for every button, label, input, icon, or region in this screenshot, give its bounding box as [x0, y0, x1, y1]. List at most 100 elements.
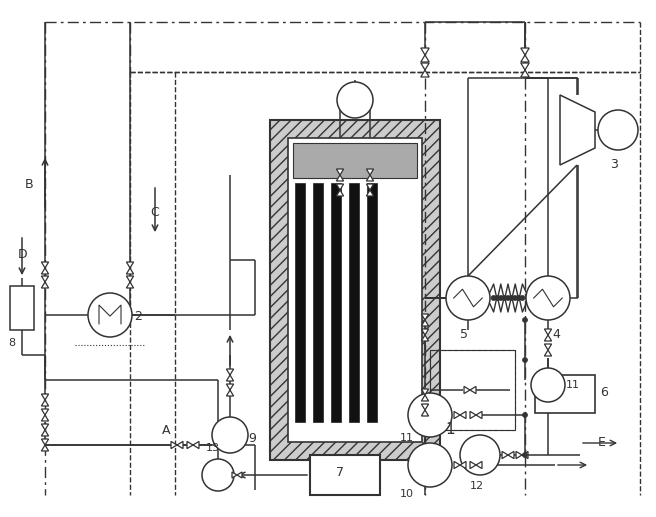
Polygon shape — [420, 48, 429, 55]
Polygon shape — [127, 282, 134, 288]
Polygon shape — [420, 70, 429, 77]
Circle shape — [495, 296, 500, 300]
Polygon shape — [421, 335, 428, 341]
Polygon shape — [41, 430, 49, 436]
Polygon shape — [421, 314, 428, 320]
Bar — [535, 375, 595, 413]
Polygon shape — [420, 63, 429, 70]
Circle shape — [212, 417, 248, 453]
Polygon shape — [544, 329, 552, 335]
Circle shape — [491, 296, 496, 300]
Text: 2: 2 — [134, 311, 142, 324]
Polygon shape — [237, 472, 242, 478]
Bar — [430, 350, 515, 430]
Polygon shape — [521, 55, 529, 62]
Circle shape — [509, 296, 514, 300]
Circle shape — [522, 413, 527, 418]
Circle shape — [202, 459, 234, 491]
Bar — [430, 350, 515, 430]
Polygon shape — [421, 329, 428, 335]
Polygon shape — [127, 262, 134, 268]
Polygon shape — [171, 442, 177, 449]
Bar — [10, 286, 34, 330]
Circle shape — [531, 368, 565, 402]
Polygon shape — [337, 184, 344, 190]
Circle shape — [408, 443, 452, 487]
Polygon shape — [476, 461, 482, 468]
Polygon shape — [460, 461, 466, 468]
Polygon shape — [421, 389, 428, 395]
Text: 1: 1 — [445, 422, 455, 437]
Bar — [349, 183, 359, 422]
Polygon shape — [337, 169, 344, 175]
Circle shape — [88, 293, 132, 337]
Polygon shape — [521, 63, 529, 70]
Polygon shape — [521, 70, 529, 77]
Polygon shape — [41, 445, 49, 451]
Polygon shape — [193, 442, 199, 449]
Polygon shape — [367, 169, 374, 175]
Polygon shape — [420, 55, 429, 62]
Polygon shape — [226, 390, 234, 396]
Bar — [367, 183, 377, 422]
Polygon shape — [127, 276, 134, 282]
Polygon shape — [41, 400, 49, 406]
Polygon shape — [516, 451, 522, 459]
Polygon shape — [177, 442, 183, 449]
Polygon shape — [367, 175, 374, 181]
Polygon shape — [41, 276, 49, 282]
Circle shape — [446, 276, 490, 320]
Circle shape — [526, 276, 570, 320]
Bar — [293, 143, 417, 178]
Polygon shape — [421, 404, 428, 410]
Circle shape — [506, 296, 510, 300]
Polygon shape — [454, 412, 460, 419]
Polygon shape — [232, 472, 237, 478]
Polygon shape — [226, 369, 234, 375]
Bar — [331, 183, 341, 422]
Circle shape — [337, 82, 373, 118]
Polygon shape — [226, 375, 234, 381]
Polygon shape — [41, 409, 49, 415]
Polygon shape — [41, 262, 49, 268]
Bar — [270, 120, 440, 460]
Text: 13: 13 — [206, 443, 220, 453]
Polygon shape — [460, 412, 466, 419]
Circle shape — [460, 435, 500, 475]
Text: 7: 7 — [336, 466, 344, 479]
Polygon shape — [41, 424, 49, 430]
Polygon shape — [226, 384, 234, 390]
Polygon shape — [41, 394, 49, 400]
Polygon shape — [421, 320, 428, 326]
Circle shape — [516, 296, 522, 300]
Text: 12: 12 — [470, 481, 484, 491]
Text: D: D — [18, 249, 28, 262]
Text: 4: 4 — [552, 328, 560, 341]
Polygon shape — [41, 268, 49, 274]
Text: 8: 8 — [8, 338, 15, 348]
Polygon shape — [522, 451, 528, 459]
Polygon shape — [521, 48, 529, 55]
Polygon shape — [544, 344, 552, 350]
Polygon shape — [421, 395, 428, 401]
Circle shape — [598, 110, 638, 150]
Polygon shape — [127, 268, 134, 274]
Polygon shape — [421, 410, 428, 416]
Polygon shape — [367, 184, 374, 190]
Text: 5: 5 — [460, 328, 468, 341]
Text: A: A — [162, 423, 171, 436]
Polygon shape — [187, 442, 193, 449]
Text: 9: 9 — [248, 433, 256, 446]
Text: 11: 11 — [566, 380, 580, 390]
Text: 11: 11 — [400, 433, 414, 443]
Circle shape — [408, 393, 452, 437]
Circle shape — [499, 296, 503, 300]
Polygon shape — [470, 412, 476, 419]
Polygon shape — [367, 190, 374, 196]
Text: C: C — [150, 205, 159, 219]
Bar — [288, 138, 422, 442]
Text: 10: 10 — [400, 489, 414, 499]
Polygon shape — [464, 386, 470, 393]
Polygon shape — [476, 412, 482, 419]
Polygon shape — [454, 461, 460, 468]
